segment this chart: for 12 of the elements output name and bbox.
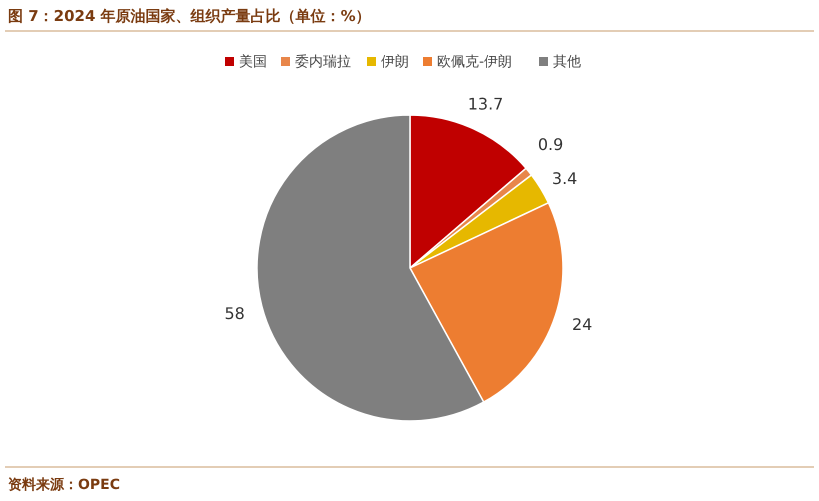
data-label: 0.9	[538, 134, 564, 154]
legend-label: 欧佩克-伊朗	[437, 54, 512, 70]
data-label: 3.4	[552, 168, 578, 188]
legend-label: 委内瑞拉	[295, 54, 351, 70]
legend-label: 美国	[239, 54, 267, 70]
data-label: 13.7	[468, 94, 504, 114]
data-label: 24	[572, 314, 592, 334]
data-label: 58	[224, 304, 245, 324]
legend-label: 伊朗	[381, 54, 409, 70]
chart-title: 图 7：2024 年原油国家、组织产量占比（单位：%）	[8, 7, 371, 25]
text: 资料来源：OPEC	[8, 477, 120, 493]
legend-label: 其他	[553, 54, 581, 70]
